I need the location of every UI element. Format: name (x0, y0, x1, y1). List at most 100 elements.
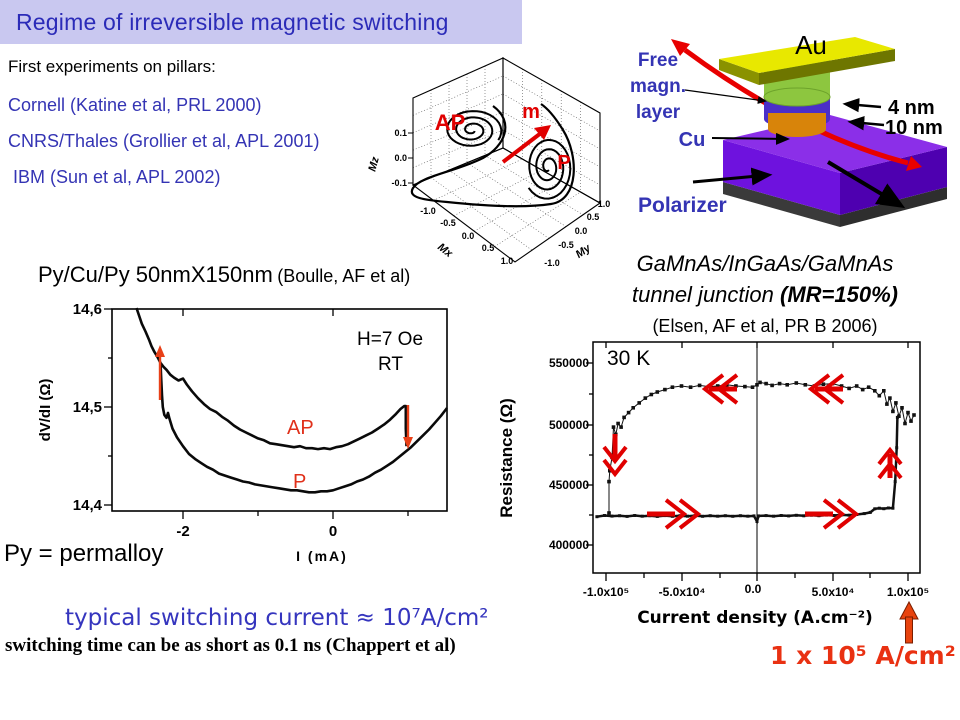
right-chart-title-line2a: tunnel junction (632, 282, 780, 307)
mx-tick-1: 1.0 (501, 256, 514, 266)
ytick-400000: 400000 (549, 538, 589, 552)
z-axis-ticks (408, 132, 413, 184)
right-chart-header: GaMnAs/InGaAs/GaMnAs tunnel junction (MR… (595, 250, 935, 342)
threshold-current-label: 1 x 10⁵ A/cm² (770, 641, 956, 670)
temperature-label: 30 K (607, 347, 650, 370)
p-curve (159, 362, 449, 494)
mx-tick-0: 0.0 (462, 231, 475, 241)
typical-current-note: typical switching current ≈ 10⁷A/cm² (65, 605, 489, 631)
low-resistance-branch (595, 415, 899, 525)
cu-pointer (711, 132, 790, 145)
left-chart-title-note: (Boulle, AF et al) (277, 266, 411, 286)
xtick-1e5: 1.0x10⁵ (887, 585, 929, 599)
p-spiral (527, 138, 572, 200)
xtick-0: 0.0 (745, 582, 762, 596)
reference-cnrs-thales: CNRS/Thales (Grollier et al, APL 2001) (8, 131, 320, 151)
switching-time-note: switching time can be as short as 0.1 ns… (5, 635, 456, 656)
ap-curve (135, 307, 408, 451)
free-layer-label-1: Free (638, 50, 678, 71)
my-tick-neg1: -1.0 (544, 258, 560, 268)
temperature-annotation: RT (378, 354, 403, 375)
high-resistance-branch (607, 380, 916, 515)
polarizer-pointer (692, 167, 773, 186)
polarizer-label: Polarizer (638, 194, 727, 217)
slide-title: Regime of irreversible magnetic switchin… (16, 8, 449, 35)
left-chart-title: Py/Cu/Py 50nmX150nm (Boulle, AF et al) (38, 262, 410, 288)
mx-tick-neg1: -1.0 (420, 206, 436, 216)
gamnas-hysteresis-chart: 550000 500000 450000 400000 -1.0x10⁵ -5.… (497, 341, 929, 644)
free-layer-label-2: magn. (630, 76, 686, 97)
free-layer-label-3: layer (636, 102, 681, 123)
current-out-arrow (826, 160, 906, 209)
mz-tick-0.0: 0.0 (394, 153, 407, 163)
title-banner: Regime of irreversible magnetic switchin… (0, 0, 522, 44)
xtick-neg1e5: -1.0x10⁵ (583, 585, 629, 599)
mz-tick-neg0.1: -0.1 (391, 178, 407, 188)
right-chart-title-line1: GaMnAs/InGaAs/GaMnAs (636, 251, 894, 276)
mz-axis-label: Mz (366, 155, 382, 173)
ap-state-label: AP (435, 110, 466, 135)
thickness-4nm-label: 4 nm (888, 97, 935, 119)
mx-tick-neg05: -0.5 (440, 218, 456, 228)
ytick-14.4: 14,4 (73, 497, 103, 514)
free-layer-pointer (684, 89, 767, 104)
my-tick-neg05: -0.5 (558, 240, 574, 250)
right-chart-title-line2b: (MR=150%) (780, 282, 898, 307)
au-label: Au (795, 30, 827, 60)
trajectory-grid (412, 66, 601, 251)
magnetization-vector-arrow (501, 125, 551, 164)
reference-ibm: IBM (Sun et al, APL 2002) (13, 167, 221, 187)
py-definition: Py = permalloy (4, 540, 164, 567)
back-sweep-arrow-1 (701, 373, 739, 405)
xtick-0: 0 (329, 523, 337, 540)
right-chart-ylabel: Resistance (Ω) (497, 398, 516, 517)
ytick-14.6: 14,6 (73, 301, 102, 318)
right-chart-xlabel: Current density (A.cm⁻²) (637, 608, 873, 628)
up-switch-arrow (877, 446, 903, 480)
field-annotation: H=7 Oe (357, 329, 423, 350)
mz-tick-0.1: 0.1 (394, 128, 407, 138)
threshold-arrow (899, 600, 919, 644)
au-electrode (719, 37, 895, 85)
my-tick-0: 0.0 (575, 226, 588, 236)
m-vector-label: m (522, 101, 540, 123)
left-chart-ylabel: dV/dI (Ω) (37, 379, 54, 442)
ap-branch-label: AP (287, 417, 314, 439)
my-axis-label: My (574, 242, 594, 261)
reference-cornell: Cornell (Katine et al, PRL 2000) (8, 95, 262, 115)
10nm-pointer (847, 116, 885, 131)
mx-axis-label: Mx (435, 241, 455, 260)
right-chart-title-line3: (Elsen, AF et al, PR B 2006) (652, 316, 878, 336)
my-tick-05: 0.5 (587, 212, 600, 222)
xtick-neg2: -2 (176, 523, 189, 540)
p-branch-label: P (293, 471, 306, 493)
my-tick-1: 1.0 (598, 199, 611, 209)
left-chart-xlabel: I (mA) (296, 548, 348, 564)
switch-down-arrow (403, 405, 413, 449)
py-hysteresis-chart: 14,6 14,5 14,4 -2 0 dV/dI (Ω) I (mA) H=7… (37, 301, 449, 564)
trajectory-outer-loop (410, 103, 575, 208)
ytick-14.5: 14,5 (73, 399, 102, 416)
switch-up-arrow (155, 345, 165, 400)
left-chart-ticks (104, 308, 409, 519)
xtick-neg5e4: -5.0x10⁴ (659, 585, 706, 599)
back-sweep-arrow-2 (807, 373, 845, 405)
down-switch-arrow (602, 434, 628, 478)
xtick-5e4: 5.0x10⁴ (812, 585, 855, 599)
magnetization-trajectory-plot: 0.1 0.0 -0.1 -1.0 -0.5 0.0 0.5 1.0 -1.0 … (366, 57, 611, 268)
sweep-direction-arrows (602, 373, 903, 530)
ytick-450000: 450000 (549, 478, 589, 492)
left-chart-title-main: Py/Cu/Py 50nmX150nm (38, 262, 273, 287)
pillar-device-diagram: Free magn. layer Cu Polarizer Au 4 nm 10… (630, 30, 947, 227)
4nm-pointer (842, 97, 882, 113)
ytick-550000: 550000 (549, 356, 589, 370)
intro-text: First experiments on pillars: (8, 57, 216, 76)
forward-sweep-arrow-2 (805, 498, 860, 530)
cu-label: Cu (679, 129, 706, 151)
mx-tick-05: 0.5 (482, 243, 495, 253)
forward-sweep-arrow-1 (647, 498, 702, 530)
p-state-label: P (557, 152, 570, 174)
ap-spiral (446, 110, 503, 147)
thickness-10nm-label: 10 nm (885, 117, 943, 139)
